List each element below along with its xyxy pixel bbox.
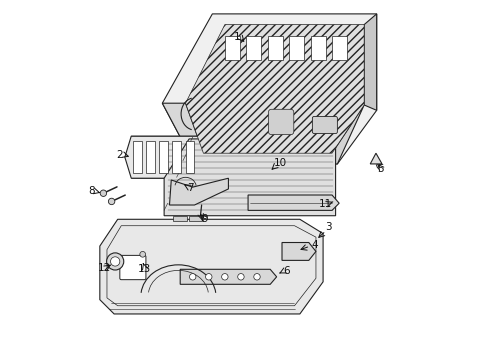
Polygon shape <box>124 136 201 178</box>
Text: 11: 11 <box>318 199 331 209</box>
Polygon shape <box>169 178 228 205</box>
Text: 4: 4 <box>311 240 318 250</box>
Polygon shape <box>267 36 282 60</box>
Text: 6: 6 <box>283 266 289 276</box>
Text: 12: 12 <box>98 263 111 273</box>
Polygon shape <box>364 14 376 111</box>
Circle shape <box>100 190 106 197</box>
Circle shape <box>140 251 145 257</box>
Circle shape <box>221 274 227 280</box>
Circle shape <box>110 257 120 266</box>
Circle shape <box>189 274 196 280</box>
Circle shape <box>237 274 244 280</box>
Polygon shape <box>310 36 325 60</box>
Polygon shape <box>246 36 261 60</box>
Polygon shape <box>185 24 364 153</box>
Polygon shape <box>173 216 187 221</box>
Text: 13: 13 <box>138 264 151 274</box>
Text: 8: 8 <box>88 186 95 197</box>
Polygon shape <box>164 139 335 216</box>
Polygon shape <box>331 36 346 60</box>
Circle shape <box>253 274 260 280</box>
FancyBboxPatch shape <box>312 116 337 134</box>
Bar <box>172 141 181 173</box>
Polygon shape <box>162 14 376 164</box>
Polygon shape <box>369 153 381 164</box>
Text: 1: 1 <box>233 32 240 42</box>
Polygon shape <box>288 36 304 60</box>
Text: 9: 9 <box>201 214 207 224</box>
Circle shape <box>108 198 115 204</box>
FancyBboxPatch shape <box>120 255 145 280</box>
Polygon shape <box>189 216 203 221</box>
Text: 7: 7 <box>186 183 193 193</box>
Text: 5: 5 <box>377 163 384 174</box>
Bar <box>132 141 142 173</box>
Text: 2: 2 <box>116 150 122 160</box>
Polygon shape <box>194 105 364 164</box>
Polygon shape <box>224 36 240 60</box>
Polygon shape <box>180 269 276 284</box>
Polygon shape <box>247 195 339 210</box>
Circle shape <box>106 253 123 270</box>
Polygon shape <box>162 103 203 164</box>
Bar <box>159 141 168 173</box>
Polygon shape <box>100 219 323 314</box>
FancyBboxPatch shape <box>268 109 293 135</box>
Bar <box>145 141 155 173</box>
Text: 10: 10 <box>273 158 286 168</box>
Text: 3: 3 <box>325 222 331 232</box>
Circle shape <box>205 274 212 280</box>
Polygon shape <box>282 243 315 260</box>
Bar <box>185 141 194 173</box>
